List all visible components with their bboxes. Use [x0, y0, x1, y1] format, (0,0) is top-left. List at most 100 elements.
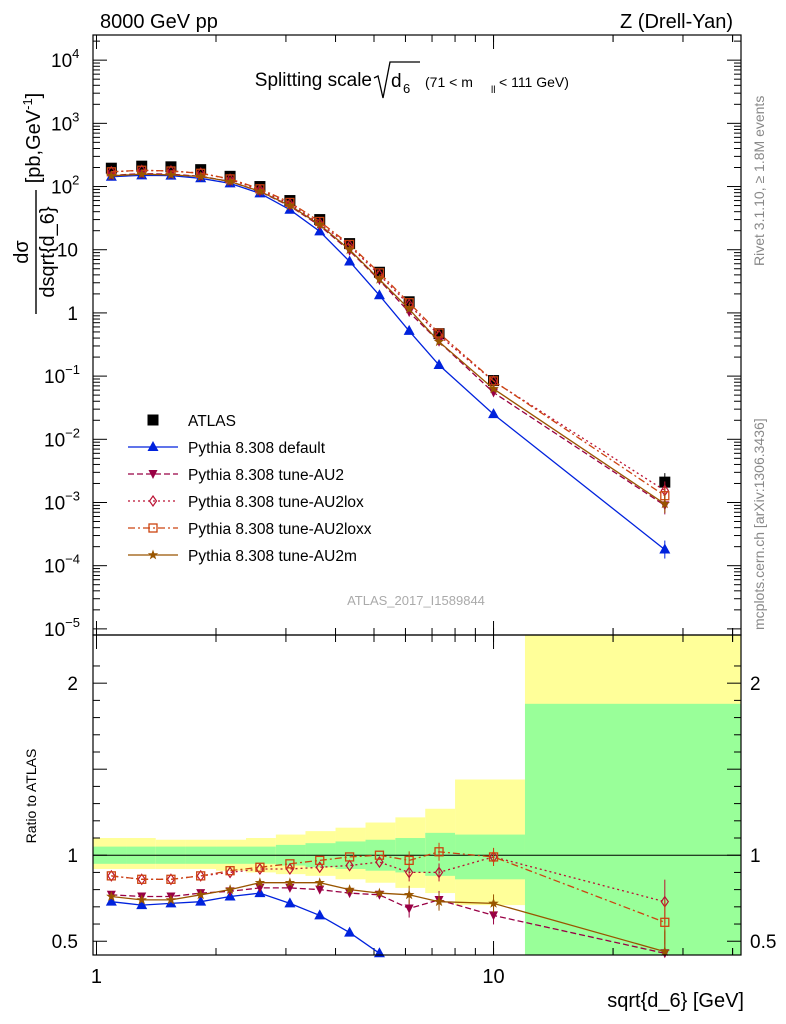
ratio-y-tick-label: 0.5	[52, 932, 78, 953]
ratio-y-tick-label: 1	[67, 846, 78, 867]
analysis-watermark: ATLAS_2017_I1589844	[347, 593, 485, 608]
point-data	[373, 266, 385, 278]
mcplots-label: mcplots.cern.ch [arXiv:1306.3436]	[751, 418, 767, 630]
y-tick-label: 102	[51, 173, 79, 199]
ratio-point-au2loxx	[488, 852, 499, 862]
title-main: Splitting scale	[255, 70, 372, 91]
point-au2m	[488, 383, 499, 394]
legend-item-au2loxx: Pythia 8.308 tune-AU2loxx	[128, 521, 372, 538]
ratio-point-au2lox	[107, 869, 116, 882]
ratio-point-au2m	[165, 894, 177, 905]
ratio-point-au2loxx	[225, 866, 235, 876]
point-au2lox	[315, 217, 324, 230]
series-line-au2loxx	[111, 169, 666, 497]
ratio-point-au2loxx	[404, 855, 414, 866]
ratio-point-default	[314, 909, 326, 920]
point-default	[373, 289, 385, 300]
ratio-y-tick-label-right: 0.5	[750, 932, 776, 953]
ratio-point-au2lox	[137, 873, 146, 886]
y-tick-label: 10	[57, 241, 78, 262]
y-axis-title-main: dσ dsqrt{d_6}	[11, 190, 59, 314]
point-default	[659, 543, 671, 554]
title-range-sub: ll	[491, 85, 495, 96]
point-au2m	[195, 171, 206, 181]
y-axis-title-numerator: dσ	[11, 240, 33, 264]
x-tick-label: 10	[482, 966, 504, 988]
main-series-layer	[105, 160, 671, 559]
series-line-au2lox	[111, 169, 666, 492]
ratio-point-au2m	[224, 884, 236, 895]
ratio-point-au2loxx	[374, 850, 385, 860]
ratio-point-au2m	[374, 887, 385, 898]
ratio-point-au2lox	[196, 869, 205, 882]
point-default	[488, 408, 500, 419]
ratio-series-au2m	[106, 877, 670, 956]
legend-label: Pythia 8.308 tune-AU2m	[188, 548, 357, 565]
ratio-point-au2lox	[375, 856, 384, 869]
point-au2m	[314, 219, 325, 229]
ratio-point-default	[105, 895, 117, 906]
ratio-point-au2m	[314, 877, 325, 888]
rivet-version-label: Rivet 3.1.10, ≥ 1.8M events	[751, 96, 767, 266]
y-tick-label: 103	[51, 109, 79, 135]
legend-marker-au2lox	[148, 494, 158, 508]
legend-label: Pythia 8.308 tune-AU2	[188, 467, 344, 484]
ratio-point-default	[373, 947, 385, 958]
ratio-line-au2m	[111, 882, 665, 953]
point-au2m	[106, 170, 117, 181]
y-tick-label: 1	[67, 304, 78, 325]
legend-marker-data	[147, 414, 159, 426]
series-au2	[106, 169, 670, 515]
legend-marker-au2	[148, 470, 158, 479]
ratio-point-au2loxx	[255, 862, 265, 872]
legend-marker-default	[147, 441, 159, 451]
ratio-y-tick-label-right: 2	[750, 674, 761, 695]
point-au2lox	[225, 173, 235, 186]
series-au2m	[106, 168, 670, 513]
ratio-point-au2lox	[315, 861, 324, 874]
point-au2	[404, 308, 414, 318]
ratio-point-default	[165, 897, 177, 908]
y-tick-label: 10−2	[44, 425, 80, 451]
y-tick-label: 104	[51, 46, 79, 72]
ratio-point-default	[344, 926, 356, 937]
point-au2lox	[285, 197, 295, 211]
ratio-point-au2loxx	[137, 874, 147, 884]
title-symbol: d	[391, 71, 402, 92]
ratio-point-au2loxx	[285, 859, 295, 869]
point-au2m	[403, 303, 415, 314]
ratio-point-default	[284, 897, 296, 908]
y-tick-label: 10−3	[44, 488, 80, 514]
point-data	[433, 328, 445, 340]
ratio-point-au2m	[106, 891, 117, 901]
ratio-axis-ticks: 1 10 0.5 0.5 1 1 2 2	[52, 635, 776, 988]
legend-marker-au2m	[147, 549, 159, 560]
legend-item-default: Pythia 8.308 default	[128, 440, 326, 457]
ratio-point-au2m	[195, 889, 206, 900]
ratio-point-au2m	[659, 946, 670, 956]
ratio-line-au2	[111, 887, 665, 954]
ratio-point-au2loxx	[434, 847, 444, 857]
legend-label: Pythia 8.308 tune-AU2lox	[188, 494, 364, 511]
ratio-point-au2m	[344, 884, 355, 895]
legend-label: Pythia 8.308 tune-AU2loxx	[188, 521, 372, 538]
y-tick-label: 10−5	[44, 615, 80, 641]
ratio-point-au2loxx	[315, 855, 325, 866]
ratio-point-au2loxx	[344, 852, 355, 862]
legend-item-au2m: Pythia 8.308 tune-AU2m	[128, 548, 357, 565]
y-axis-title-units: [pb,GeV-1]	[20, 93, 45, 184]
point-au2m	[659, 498, 670, 509]
ratio-point-au2m	[433, 896, 445, 907]
legend-item-data: ATLAS	[147, 413, 236, 430]
legend-label: ATLAS	[188, 413, 236, 430]
ratio-plot-frame	[92, 634, 742, 956]
point-au2m	[224, 176, 236, 186]
ratio-point-default	[136, 899, 148, 910]
ratio-point-au2m	[488, 897, 499, 908]
ratio-point-au2loxx	[166, 874, 176, 884]
ratio-line-default	[111, 892, 384, 956]
title-range-post: < 111 GeV)	[499, 74, 569, 90]
title-sqrt-sign	[373, 61, 420, 99]
ratio-point-default	[195, 895, 207, 906]
